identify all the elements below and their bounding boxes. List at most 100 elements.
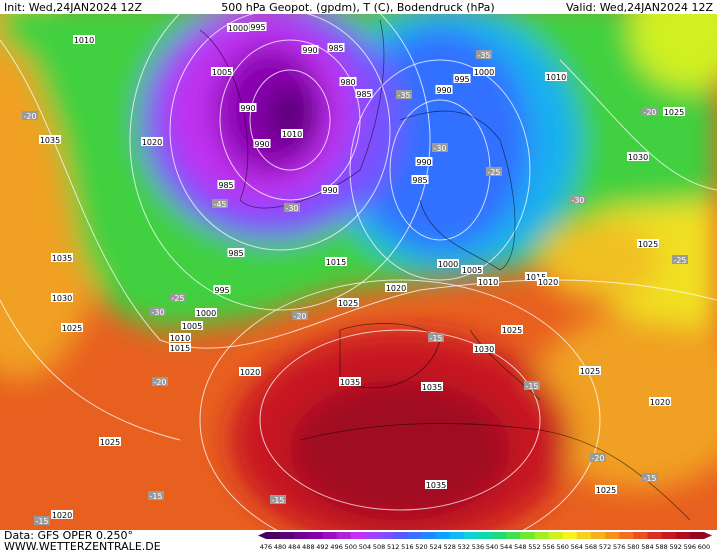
isobar-label-bg [627,152,649,161]
isobar-label: 1010 [282,130,302,139]
colorbar-label: 476 [260,543,272,551]
isobar-label: 1020 [52,511,72,520]
temperature-label: -15 [271,496,284,505]
temperature-label: -30 [151,308,164,317]
colorbar-swatch [675,532,691,539]
colorbar-swatch [590,532,606,539]
colorbar-swatch [393,532,408,539]
valid-time: Valid: Wed,24JAN2024 12Z [566,1,713,14]
isobar-label: 1020 [538,278,558,287]
isobar-label-bg [217,180,235,189]
temperature-label-bg [642,107,658,116]
isobar-label: 1025 [62,324,82,333]
temperature-label: -25 [171,294,184,303]
isobar-label: 1015 [526,273,546,282]
isobar-label-bg [339,377,361,386]
temperature-label: -35 [397,91,410,100]
colorbar-swatch [294,532,309,539]
isobar-label-bg [325,257,347,266]
isobar-label: 1035 [40,136,60,145]
isobar-label-bg [73,35,95,44]
isobar-label: 1010 [170,334,190,343]
isobar-label: 1035 [426,481,446,490]
colorbar-swatch [449,532,465,539]
temperature-label: -30 [433,144,446,153]
temperature-label-bg [34,516,50,525]
colorbar-swatch [562,532,578,539]
colorbar-label: 588 [655,543,667,551]
isobar-label: 990 [302,46,317,55]
isobar-label-bg [227,248,245,257]
isobar-label-bg [473,67,495,76]
isobar-label-bg [281,129,303,138]
colorbar-swatch [619,532,634,539]
isobar-label-bg [253,139,271,148]
isobar-label: 1025 [596,486,616,495]
isobar-label: 1000 [228,24,248,33]
temperature-label-bg [150,307,166,316]
colorbar-swatch [520,532,535,539]
colorbar-swatch [407,532,422,539]
isobar-label-bg [141,137,163,146]
map-title: 500 hPa Geopot. (gpdm), T (C), Bodendruc… [221,1,494,14]
colorbar-swatch [266,532,281,539]
isobar-label: 1025 [580,367,600,376]
colorbar-label: 600 [698,543,710,551]
temperature-label: -20 [293,312,306,321]
colorbar-swatch [647,532,662,539]
isobar-label: 1025 [638,240,658,249]
isobar-label-bg [337,298,359,307]
colorbar-swatch [548,532,564,539]
isobar-label: 990 [416,158,431,167]
isobar-label: 1020 [386,284,406,293]
temperature-label: -15 [429,334,442,343]
isobar-label-bg [461,265,483,274]
colorbar-label: 564 [571,543,583,551]
colorbar-label: 552 [528,543,540,551]
isobar-label: 985 [218,181,233,190]
isobar-label-bg [213,285,231,294]
colorbar-label: 480 [274,543,286,551]
isobar-label-bg [51,293,73,302]
init-time: Init: Wed,24JAN2024 12Z [4,1,143,14]
colorbar-label: 504 [359,543,371,551]
isobar-label-bg [595,485,617,494]
colorbar-label: 484 [288,543,300,551]
isobar-label-bg [579,366,601,375]
colorbar-swatch [308,532,323,539]
temperature-label: -30 [285,204,298,213]
colorbar-label: 512 [387,543,399,551]
isobar-label: 985 [356,90,371,99]
isobar-label: 990 [240,104,255,113]
temperature-label-bg [428,333,444,342]
temperature-label-bg [570,195,586,204]
temperature-label: -20 [591,454,604,463]
isobar-label: 1025 [100,438,120,447]
colorbar-swatch [336,532,352,539]
colorbar-swatch [379,532,394,539]
colorbar-label: 496 [330,543,342,551]
temperature-label-bg [148,491,164,500]
colorbar-swatch [477,532,493,539]
isobar-label-bg [301,45,319,54]
colorbar-label: 540 [486,543,498,551]
isobar-label-bg [339,77,357,86]
colorbar-label: 560 [556,543,568,551]
temperature-label-bg [672,255,688,264]
isobar-label-bg [321,185,339,194]
isobar-label-bg [437,259,459,268]
isobar-label: 1005 [462,266,482,275]
isobar-label: 1030 [628,153,648,162]
isobar-label-bg [181,321,203,330]
site-credit: WWW.WETTERZENTRALE.DE [4,540,161,552]
colorbar-swatch [576,532,592,539]
colorbar-swatch [280,532,295,539]
colorbar-label: 596 [684,543,696,551]
isobar-label: 1020 [142,138,162,147]
isobar-label-bg [51,510,73,519]
isobar-label: 1000 [196,309,216,318]
colorbar-swatch [661,532,677,539]
isobar-label: 1010 [478,278,498,287]
